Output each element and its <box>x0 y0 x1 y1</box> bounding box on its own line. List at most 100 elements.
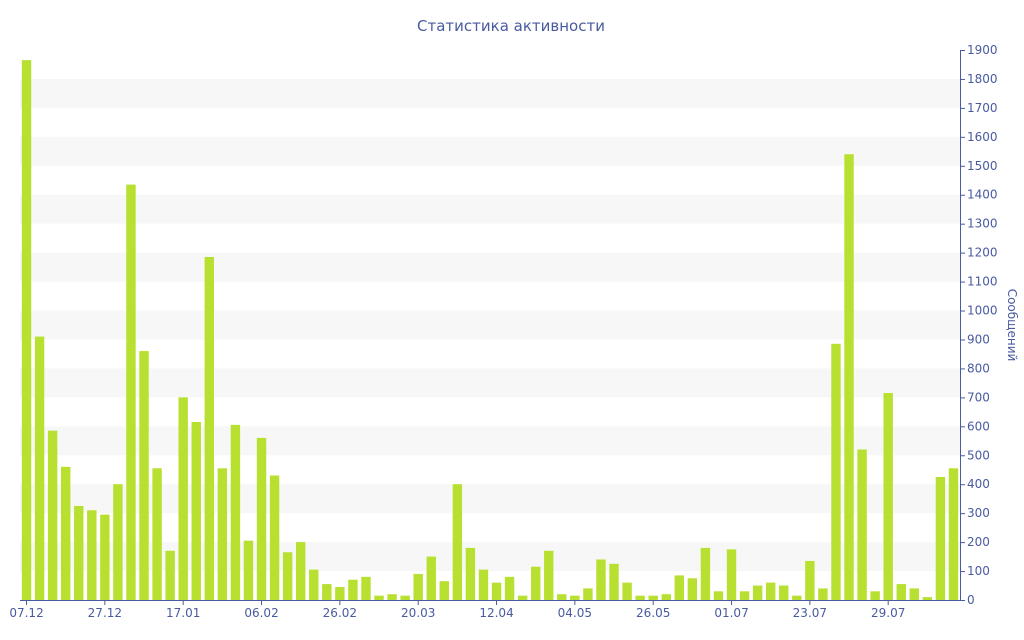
x-axis-ticks: 07.12 27.12 17.01 06.02 26.02 20.03 12.04 04.05… <box>9 600 905 620</box>
x-tick-label: 20.03 <box>401 606 435 620</box>
bar[interactable] <box>439 581 450 600</box>
bar[interactable] <box>530 566 541 600</box>
bar[interactable] <box>113 484 123 600</box>
y-tick-label: 0 <box>967 593 975 607</box>
bar[interactable] <box>34 336 45 600</box>
bar[interactable] <box>831 343 841 600</box>
y-tick-label: 1300 <box>967 217 998 231</box>
bar[interactable] <box>74 505 84 600</box>
bar[interactable] <box>857 449 867 600</box>
bar[interactable] <box>295 542 306 600</box>
bar[interactable] <box>765 582 776 600</box>
grid-band <box>20 368 960 398</box>
bar[interactable] <box>335 586 345 600</box>
bar[interactable] <box>452 484 463 600</box>
bar[interactable] <box>870 591 880 600</box>
bar[interactable] <box>374 595 384 600</box>
bar[interactable] <box>60 466 71 600</box>
grid-band <box>20 542 960 572</box>
bar[interactable] <box>635 595 645 600</box>
x-tick-label: 12.04 <box>479 606 513 620</box>
bar[interactable] <box>126 184 136 600</box>
y-tick-label: 900 <box>967 332 990 346</box>
bar[interactable] <box>243 540 254 600</box>
bar[interactable] <box>504 576 515 600</box>
y-tick-label: 1200 <box>967 246 998 260</box>
x-tick-label: 17.01 <box>166 606 200 620</box>
bar[interactable] <box>322 584 332 600</box>
bar[interactable] <box>739 591 750 600</box>
bar[interactable] <box>152 468 162 600</box>
bar[interactable] <box>100 514 110 600</box>
bar[interactable] <box>792 595 802 600</box>
bar[interactable] <box>661 594 671 600</box>
bar[interactable] <box>230 424 241 600</box>
y-tick-label: 600 <box>967 419 990 433</box>
bar[interactable] <box>191 421 201 600</box>
bar[interactable] <box>909 588 920 600</box>
bar[interactable] <box>687 578 698 600</box>
bar[interactable] <box>165 550 175 600</box>
y-axis-title: Сообщений <box>1005 289 1019 362</box>
bar[interactable] <box>583 588 593 600</box>
bar[interactable] <box>752 585 763 600</box>
y-tick-label: 400 <box>967 477 990 491</box>
bar[interactable] <box>517 595 528 600</box>
bar[interactable] <box>478 569 489 600</box>
grid-band <box>20 252 960 282</box>
bar[interactable] <box>387 594 397 600</box>
bar[interactable] <box>544 550 554 600</box>
bar[interactable] <box>557 594 567 600</box>
bar[interactable] <box>818 588 828 600</box>
bar[interactable] <box>674 575 685 600</box>
bar[interactable] <box>713 591 724 600</box>
bar[interactable] <box>648 595 658 600</box>
bar[interactable] <box>844 154 854 601</box>
bar[interactable] <box>491 582 502 600</box>
bar[interactable] <box>883 393 893 600</box>
x-tick-label: 26.05 <box>636 606 670 620</box>
bar[interactable] <box>361 576 371 600</box>
bar[interactable] <box>400 595 410 600</box>
bar[interactable] <box>922 597 933 600</box>
bar[interactable] <box>217 468 228 600</box>
bar[interactable] <box>805 560 815 600</box>
bar[interactable] <box>700 547 711 600</box>
bar[interactable] <box>570 595 580 600</box>
bar[interactable] <box>779 585 789 600</box>
bar[interactable] <box>948 468 959 600</box>
bar[interactable] <box>896 584 906 600</box>
bar[interactable] <box>282 552 293 600</box>
bar[interactable] <box>426 556 436 600</box>
chart-title: Статистика активности <box>417 17 605 35</box>
bar[interactable] <box>309 569 319 600</box>
x-tick-label: 04.05 <box>558 606 592 620</box>
bar[interactable] <box>47 430 58 600</box>
bar[interactable] <box>256 437 267 600</box>
y-tick-label: 1000 <box>967 304 998 318</box>
bar[interactable] <box>269 475 280 600</box>
grid-band <box>20 78 960 108</box>
x-tick-label: 23.07 <box>793 606 827 620</box>
bar[interactable] <box>726 549 737 600</box>
x-tick-label: 01.07 <box>714 606 748 620</box>
bar[interactable] <box>139 351 149 600</box>
y-axis-ticks: 0 100 200 300 400 500 600 700 800 900 1000 1100 1200… <box>960 43 998 607</box>
bar[interactable] <box>348 579 358 600</box>
bar[interactable] <box>596 559 606 600</box>
bar[interactable] <box>87 510 97 600</box>
bar[interactable] <box>204 256 215 600</box>
y-tick-label: 1400 <box>967 188 998 202</box>
bar[interactable] <box>622 582 632 600</box>
bar[interactable] <box>21 60 32 600</box>
bar[interactable] <box>935 476 946 600</box>
bar[interactable] <box>413 573 423 600</box>
y-tick-label: 700 <box>967 390 990 404</box>
bar[interactable] <box>465 547 476 600</box>
bar[interactable] <box>609 563 619 600</box>
x-tick-label: 07.12 <box>9 606 43 620</box>
x-tick-label: 29.07 <box>871 606 905 620</box>
y-tick-label: 300 <box>967 506 990 520</box>
bar[interactable] <box>178 397 188 600</box>
